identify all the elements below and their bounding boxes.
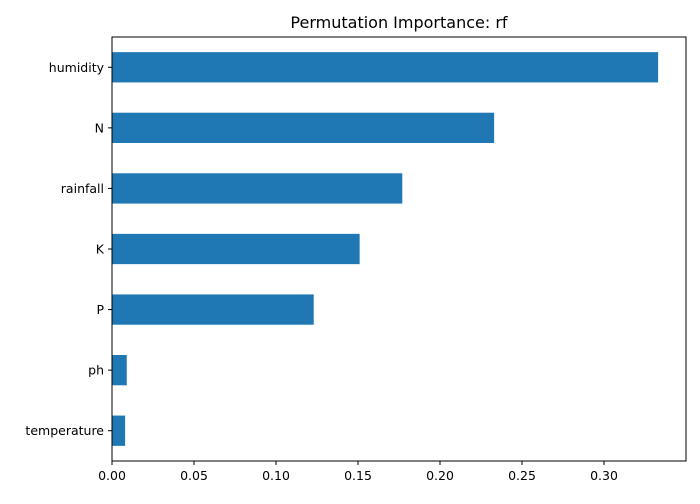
bar-humidity xyxy=(112,52,659,83)
y-tick-label: P xyxy=(96,302,104,317)
plot-frame xyxy=(111,36,687,462)
x-tick-label: 0.10 xyxy=(262,468,290,483)
y-tick-label: rainfall xyxy=(61,181,104,196)
bar-rainfall xyxy=(112,173,403,204)
x-tick-label: 0.00 xyxy=(98,468,126,483)
y-tick-label: N xyxy=(95,120,104,135)
x-tick-label: 0.05 xyxy=(180,468,208,483)
bar-temperature xyxy=(112,415,126,446)
y-tick-label: temperature xyxy=(25,423,104,438)
y-tick-label: ph xyxy=(88,363,104,378)
y-tick-label: K xyxy=(96,242,105,257)
bar-P xyxy=(112,294,314,325)
bars-layer xyxy=(112,52,659,446)
bar-K xyxy=(112,233,360,265)
chart-title: Permutation Importance: rf xyxy=(290,13,508,32)
y-tick-label: humidity xyxy=(49,60,105,75)
bar-ph xyxy=(112,355,127,386)
x-tick-label: 0.30 xyxy=(590,468,618,483)
x-tick-label: 0.25 xyxy=(508,468,536,483)
x-tick-label: 0.15 xyxy=(344,468,372,483)
x-tick-label: 0.20 xyxy=(426,468,454,483)
bar-N xyxy=(112,112,495,143)
